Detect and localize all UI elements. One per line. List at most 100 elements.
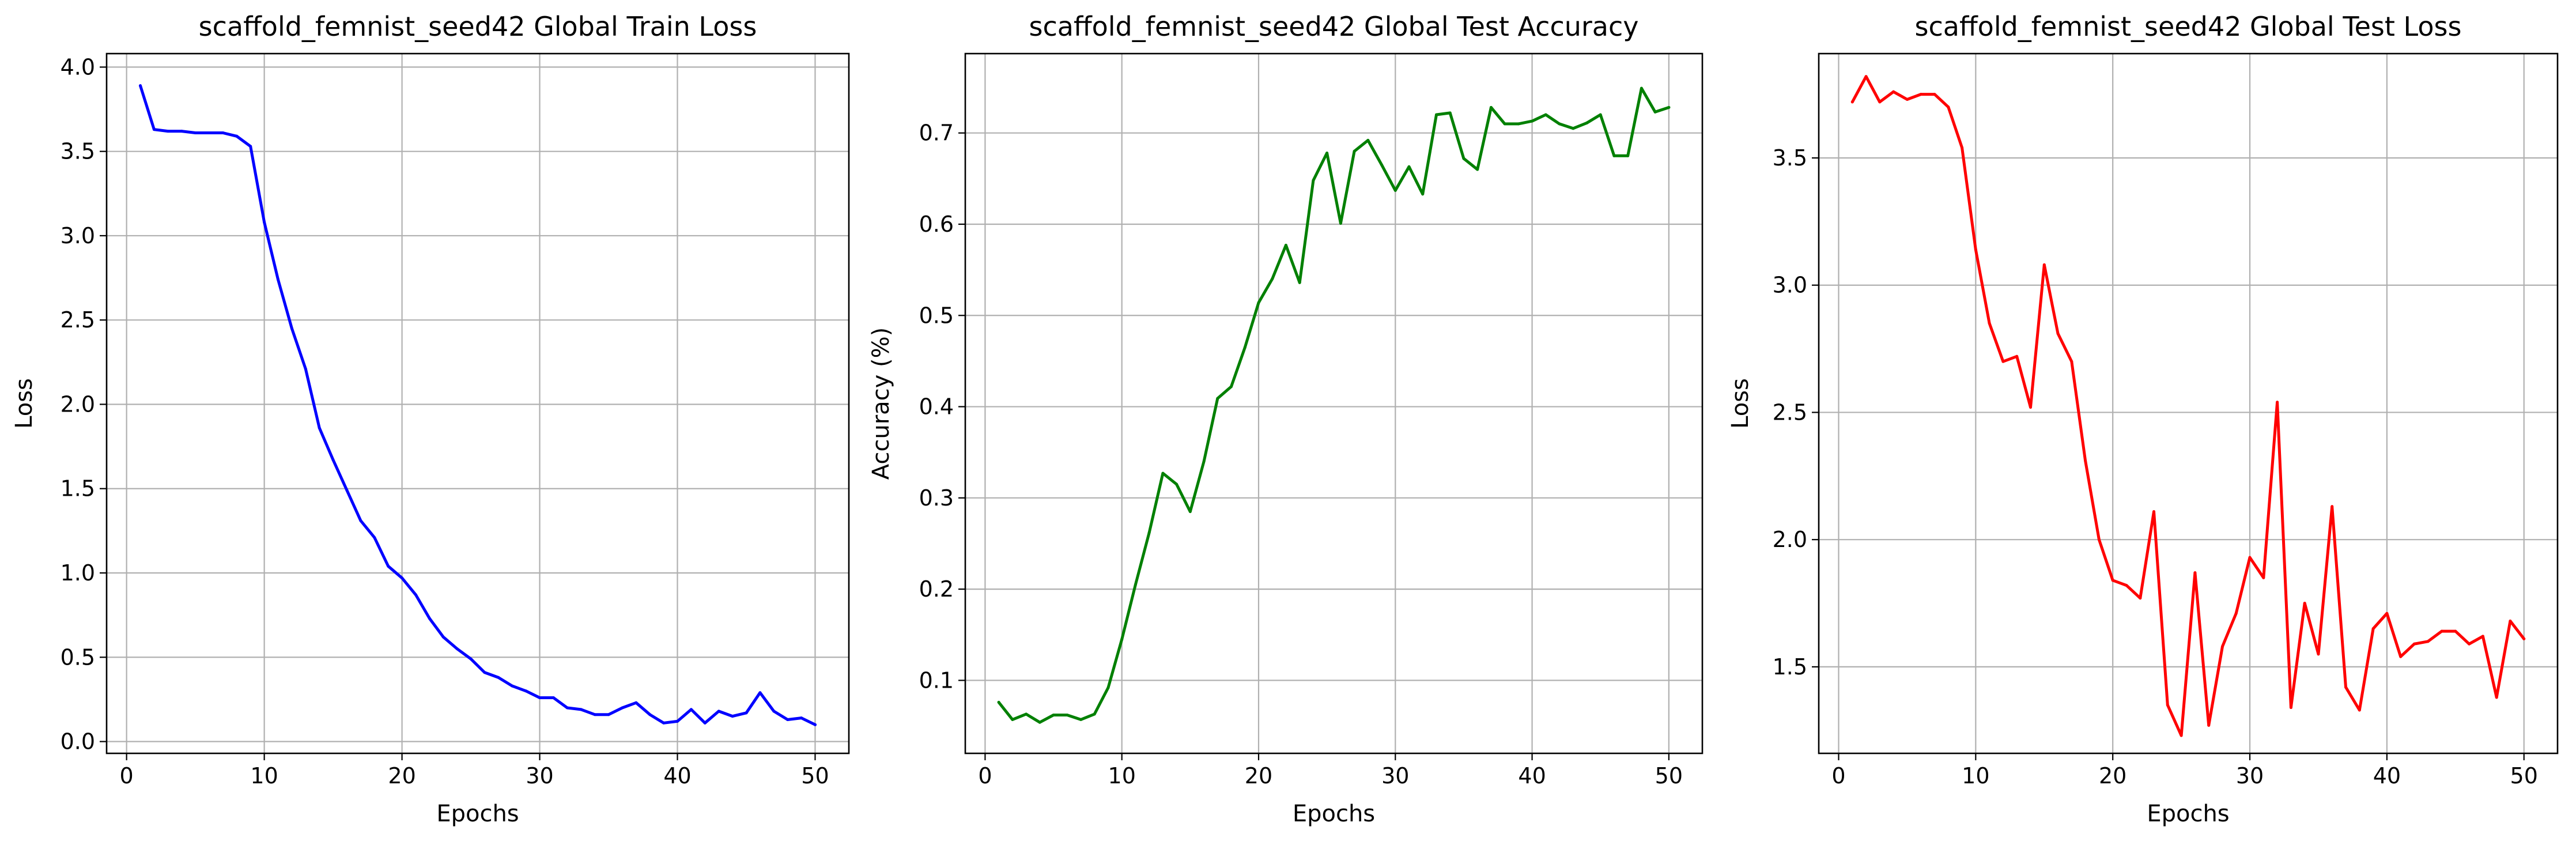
x-axis-label: Epochs bbox=[2147, 801, 2229, 827]
data-point bbox=[2070, 360, 2073, 363]
data-point bbox=[428, 617, 431, 620]
data-point bbox=[1517, 122, 1520, 126]
data-point bbox=[263, 221, 266, 224]
x-tick-label: 40 bbox=[663, 763, 691, 789]
x-tick-label: 0 bbox=[120, 763, 134, 789]
y-tick-label: 0.5 bbox=[919, 303, 954, 328]
data-point bbox=[139, 84, 142, 88]
data-point bbox=[1585, 121, 1588, 125]
y-tick-label: 0.4 bbox=[919, 394, 954, 420]
data-point bbox=[1243, 346, 1247, 349]
data-point bbox=[1066, 714, 1069, 716]
data-point bbox=[2385, 612, 2389, 615]
data-point bbox=[1038, 720, 1041, 724]
data-point bbox=[1933, 93, 1936, 96]
data-point bbox=[1947, 105, 1950, 109]
data-point bbox=[331, 458, 335, 462]
data-point bbox=[1380, 163, 1384, 167]
data-point bbox=[2289, 706, 2292, 709]
data-point bbox=[414, 593, 417, 597]
x-tick-label: 0 bbox=[978, 763, 992, 789]
y-tick-label: 2.0 bbox=[1773, 527, 1807, 552]
data-point bbox=[359, 519, 362, 522]
data-point bbox=[2125, 584, 2128, 587]
panel-test-accuracy: scaffold_femnist_seed42 Global Test Accu… bbox=[868, 11, 1704, 827]
data-point bbox=[2509, 619, 2512, 623]
data-point bbox=[2412, 642, 2416, 646]
data-point bbox=[194, 131, 197, 134]
y-tick-label: 3.5 bbox=[1773, 145, 1807, 171]
data-point bbox=[565, 706, 569, 710]
data-point bbox=[2495, 696, 2498, 699]
data-point bbox=[1640, 86, 1643, 90]
data-point bbox=[786, 718, 790, 721]
data-point bbox=[2481, 635, 2484, 638]
data-point bbox=[1106, 686, 1110, 689]
y-tick-label: 0.6 bbox=[919, 212, 954, 237]
data-point bbox=[1612, 154, 1616, 157]
data-point bbox=[2440, 629, 2443, 633]
data-point bbox=[662, 721, 666, 725]
data-point bbox=[1572, 127, 1575, 130]
y-tick-label: 0.5 bbox=[61, 644, 95, 670]
data-point bbox=[387, 564, 390, 568]
y-axis-label: Accuracy (%) bbox=[868, 327, 894, 480]
data-point bbox=[2139, 597, 2142, 600]
data-point bbox=[1147, 531, 1151, 534]
data-point bbox=[1653, 110, 1657, 114]
data-point bbox=[2166, 703, 2169, 707]
y-tick-label: 3.0 bbox=[61, 223, 95, 248]
data-point bbox=[249, 145, 252, 148]
data-point bbox=[1284, 243, 1287, 247]
series-line bbox=[139, 84, 817, 726]
x-tick-label: 10 bbox=[1962, 763, 1989, 789]
data-point bbox=[1864, 75, 1868, 78]
data-point bbox=[221, 131, 225, 134]
data-point bbox=[1339, 221, 1342, 225]
data-point bbox=[1892, 90, 1895, 93]
data-point bbox=[2248, 556, 2252, 559]
data-point bbox=[2303, 602, 2306, 605]
data-point bbox=[997, 700, 1000, 704]
data-point bbox=[524, 689, 528, 693]
data-point bbox=[1974, 248, 1977, 251]
data-point bbox=[152, 128, 156, 131]
data-point bbox=[1202, 460, 1206, 463]
y-tick-label: 2.0 bbox=[61, 391, 95, 417]
data-point bbox=[483, 671, 486, 674]
data-point bbox=[1161, 471, 1165, 475]
axes-frame bbox=[1818, 52, 2559, 755]
data-point bbox=[703, 721, 707, 725]
data-point bbox=[441, 635, 445, 639]
data-point bbox=[2317, 652, 2320, 656]
data-point bbox=[1393, 188, 1397, 192]
data-point bbox=[1407, 165, 1411, 168]
data-point bbox=[304, 367, 307, 371]
data-point bbox=[1599, 113, 1602, 116]
data-point bbox=[2152, 510, 2155, 514]
y-tick-label: 3.5 bbox=[61, 139, 95, 164]
data-point bbox=[290, 327, 293, 330]
data-point bbox=[2015, 354, 2019, 358]
data-point bbox=[207, 131, 211, 134]
y-tick-label: 1.5 bbox=[61, 476, 95, 501]
data-point bbox=[648, 713, 652, 716]
x-tick-label: 40 bbox=[2373, 763, 2401, 789]
data-point bbox=[2454, 629, 2457, 633]
data-point bbox=[758, 691, 762, 695]
data-point bbox=[2426, 640, 2430, 643]
x-tick-label: 30 bbox=[526, 763, 553, 789]
data-point bbox=[1421, 193, 1425, 196]
data-point bbox=[1961, 146, 1964, 149]
data-point bbox=[731, 715, 734, 718]
data-point bbox=[1120, 637, 1124, 641]
x-tick-label: 10 bbox=[1108, 763, 1136, 789]
data-point bbox=[2042, 263, 2046, 266]
y-axis-label: Loss bbox=[11, 378, 37, 429]
data-point bbox=[2331, 505, 2334, 508]
x-tick-label: 30 bbox=[1381, 763, 1409, 789]
data-point bbox=[607, 713, 610, 716]
data-point bbox=[166, 130, 169, 133]
data-point bbox=[1188, 510, 1192, 514]
